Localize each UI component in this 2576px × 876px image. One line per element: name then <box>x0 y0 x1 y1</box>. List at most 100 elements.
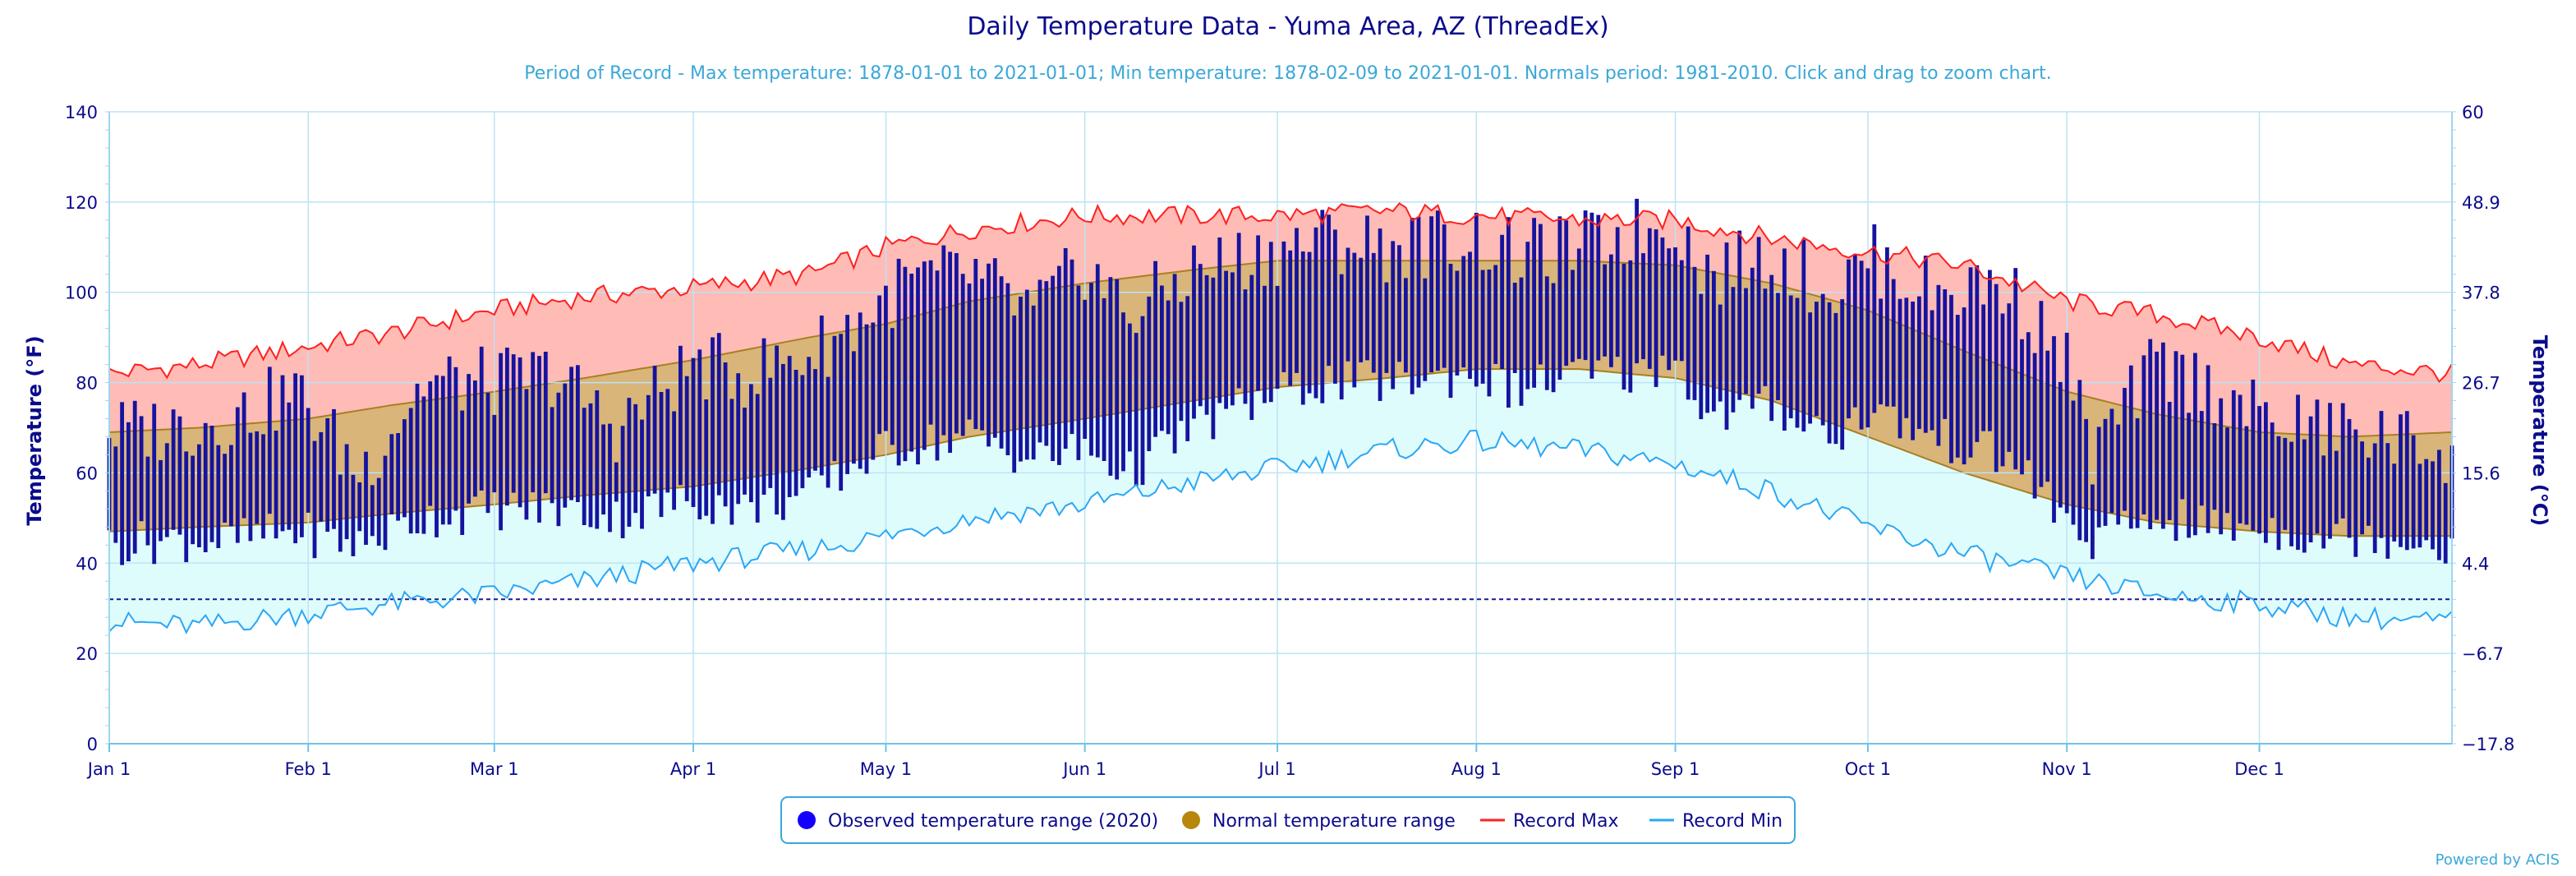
x-tick-label: Oct 1 <box>1845 759 1891 779</box>
observed-range-bar <box>1724 242 1729 430</box>
observed-range-bar <box>2264 402 2268 543</box>
observed-range-bar <box>1063 248 1068 450</box>
observed-range-bar <box>1936 284 1941 446</box>
x-tick-label: May 1 <box>860 759 912 779</box>
observed-range-bar <box>2302 439 2307 553</box>
observed-range-bar <box>325 418 330 533</box>
observed-range-bar <box>467 374 471 504</box>
y-axis-title-right: Temperature (°C) <box>2528 335 2551 527</box>
x-tick-label: Jan 1 <box>86 759 131 779</box>
observed-range-bar <box>967 284 972 420</box>
observed-range-bar <box>2109 408 2114 514</box>
y-tick-label-right: 26.7 <box>2462 374 2500 394</box>
observed-range-bar <box>2032 353 2037 499</box>
observed-range-bar <box>1346 247 1350 362</box>
observed-range-bar <box>1416 216 1421 388</box>
observed-range-bar <box>1801 239 1806 432</box>
observed-range-bar <box>1673 247 1677 361</box>
observed-range-bar <box>1917 296 1921 429</box>
observed-range-bar <box>2052 336 2056 523</box>
observed-range-bar <box>1712 270 1716 412</box>
observed-range-bar <box>537 356 541 523</box>
observed-range-bar <box>2013 268 2018 470</box>
legend-label-0[interactable]: Observed temperature range (2020) <box>828 811 1158 832</box>
observed-range-bar <box>1089 283 1093 456</box>
legend-label-1[interactable]: Normal temperature range <box>1212 811 1456 832</box>
observed-range-bar <box>845 315 849 474</box>
observed-range-bar <box>1288 250 1293 386</box>
observed-range-bar <box>2135 418 2140 528</box>
observed-range-bar <box>973 259 978 430</box>
legend-box[interactable] <box>780 796 1796 844</box>
observed-range-bar <box>1539 224 1543 365</box>
observed-range-bar <box>1744 288 1748 394</box>
x-tick-label: Mar 1 <box>470 759 519 779</box>
observed-range-bar <box>216 445 221 548</box>
observed-range-bar <box>1943 289 1948 419</box>
x-tick-label: Feb 1 <box>285 759 332 779</box>
y-tick-label-left: 80 <box>76 374 98 394</box>
credits[interactable]: Powered by ACIS <box>2436 851 2560 869</box>
observed-range-bar <box>2340 403 2345 519</box>
observed-range-bar <box>1468 251 1472 379</box>
observed-range-bar <box>711 337 715 524</box>
observed-range-bar <box>2058 381 2063 508</box>
observed-range-bar <box>1544 276 1549 390</box>
observed-range-bar <box>723 362 728 507</box>
axes: 0 20 40 60 80 100 120 140 −17.8 −6.7 4.4 15.6 26.7 37… <box>65 103 2514 779</box>
observed-range-bar <box>1852 253 1857 408</box>
observed-range-bar <box>1263 285 1267 403</box>
observed-range-bar <box>261 434 265 539</box>
observed-range-bar <box>775 345 779 515</box>
legend[interactable]: Observed temperature range (2020) Normal … <box>780 796 1796 844</box>
observed-range-bar <box>1224 270 1228 409</box>
observed-range-bar <box>1815 302 1819 417</box>
observed-range-bar <box>1955 315 1960 458</box>
observed-range-bar <box>1686 226 1690 400</box>
observed-range-bar <box>1012 315 1017 473</box>
legend-label-3[interactable]: Record Min <box>1682 811 1782 832</box>
observed-range-bar <box>543 352 548 494</box>
observed-range-bar <box>987 263 991 447</box>
observed-range-bar <box>665 389 670 493</box>
observed-range-bar <box>1930 310 1934 431</box>
legend-marker-0[interactable] <box>798 811 816 829</box>
observed-range-bar <box>556 392 561 527</box>
observed-range-bar <box>120 402 124 565</box>
observed-range-bar <box>2212 423 2217 510</box>
observed-range-bar <box>415 383 420 533</box>
observed-range-bar <box>1782 248 1787 431</box>
observed-range-bar <box>1179 302 1184 422</box>
observed-range-bar <box>1134 333 1138 486</box>
observed-range-bar <box>896 258 901 466</box>
observed-range-bar <box>1628 260 1633 393</box>
observed-range-bar <box>518 357 522 508</box>
observed-range-bar <box>819 316 824 476</box>
observed-range-bar <box>646 394 651 497</box>
observed-range-bar <box>954 253 959 434</box>
observed-range-bar <box>383 455 388 551</box>
observed-range-bar <box>2128 365 2133 529</box>
observed-range-bar <box>2174 351 2178 542</box>
legend-label-2[interactable]: Record Max <box>1513 811 1619 832</box>
observed-range-bar <box>781 364 785 520</box>
observed-range-bar <box>1564 220 1569 367</box>
observed-range-bar <box>852 351 856 464</box>
observed-range-bar <box>511 354 516 493</box>
observed-range-bar <box>1923 256 1928 433</box>
observed-range-bar <box>992 258 997 438</box>
observed-range-bar <box>569 367 573 500</box>
observed-range-bar <box>1448 264 1453 399</box>
observed-range-bar <box>2437 450 2441 560</box>
observed-range-bar <box>1994 284 1999 473</box>
observed-range-bar <box>2091 484 2095 560</box>
observed-range-bar <box>1147 296 1152 451</box>
legend-marker-1[interactable] <box>1182 811 1200 829</box>
observed-range-bar <box>749 384 753 503</box>
observed-range-bar <box>1647 228 1652 369</box>
observed-range-bar <box>595 390 600 529</box>
observed-range-bar <box>1571 270 1575 362</box>
observed-range-bar <box>1128 323 1132 452</box>
x-tick-label: Jul 1 <box>1257 759 1295 779</box>
